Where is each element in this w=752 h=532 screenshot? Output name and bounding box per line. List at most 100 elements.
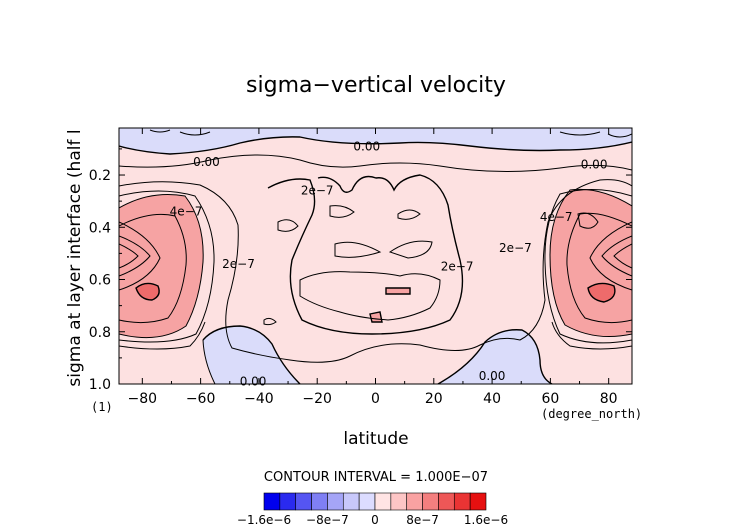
x-tick-label: 80 (600, 391, 618, 407)
contour-label: 2e−7 (441, 259, 474, 273)
positive-lobe-right (550, 189, 632, 337)
contour-line (577, 212, 599, 229)
contour-label: 4e−7 (170, 205, 203, 219)
contour-labels: 0.00 0.00 0.00 2e−7 4e−7 2e−7 2e−7 2e−7 4e−7 0.00… (170, 139, 608, 388)
contour-line (551, 321, 632, 350)
colorbar (263, 492, 487, 511)
x-axis-label: latitude (343, 429, 408, 449)
x-tick-label: −80 (128, 391, 158, 407)
positive-peak-left (136, 283, 160, 300)
contour-line (179, 131, 211, 136)
colorbar-swatch (311, 492, 328, 511)
contour-line (119, 154, 632, 173)
colorbar-swatch (406, 492, 423, 511)
y-tick-label: 0.2 (89, 168, 111, 184)
contour-line (601, 235, 632, 277)
contour-line (334, 241, 382, 258)
contour-line (559, 131, 601, 136)
contour-line (119, 213, 187, 324)
contour-line (119, 179, 632, 363)
colorbar-labels: −1.6e−6 −8e−7 0 8e−7 1.6e−6 (237, 513, 508, 527)
contour-label: 2e−7 (301, 184, 334, 198)
contour-line (385, 287, 411, 295)
contour-interval-label: CONTOUR INTERVAL = 1.000E−07 (264, 470, 488, 485)
contour-line (135, 282, 160, 301)
contour-line (329, 205, 355, 218)
colorbar-tick-label: −8e−7 (306, 513, 349, 527)
colorbar-swatch (422, 492, 439, 511)
chart-title: sigma−vertical velocity (246, 73, 506, 98)
contour-line (119, 194, 204, 339)
contour-line (437, 329, 553, 384)
colorbar-tick-label: 0 (371, 513, 379, 527)
contour-line (544, 188, 632, 344)
plot-area (119, 128, 632, 384)
positive-peak-right (588, 283, 615, 302)
x-tick-label: 40 (483, 391, 501, 407)
contour-line (277, 219, 299, 232)
contour-label: 0.00 (353, 139, 380, 153)
contour-label: 4e−7 (540, 210, 573, 224)
contour-line (388, 240, 433, 259)
positive-lobe-left (119, 194, 204, 338)
x-tick-label: −60 (186, 391, 216, 407)
contour-label: 2e−7 (499, 241, 532, 255)
y-axis-label: sigma at layer interface (half l (65, 129, 85, 386)
contour-line (119, 321, 206, 350)
x-axis-unit: (degree_north) (541, 407, 642, 421)
y-tick-label: 0.4 (89, 220, 111, 236)
contour-line (202, 339, 216, 384)
colorbar-swatch (295, 492, 312, 511)
contour-label: 0.00 (240, 374, 267, 388)
contour-line (119, 243, 139, 269)
x-tick-label: 0 (371, 391, 380, 407)
y-tick-label: 0.6 (89, 273, 111, 289)
colorbar-swatch (438, 492, 455, 511)
positive-spot-center (386, 288, 410, 294)
contour-line (119, 136, 632, 155)
contour-line (119, 190, 215, 343)
contour-label: 0.00 (479, 369, 506, 383)
colorbar-swatch (390, 492, 408, 511)
contour-lines (119, 129, 632, 384)
y-tick-label: 1.0 (89, 377, 111, 393)
colorbar-tick-label: 8e−7 (406, 513, 439, 527)
negative-region-top (119, 128, 632, 154)
negative-region-lower-left (203, 326, 300, 384)
colorbar-tick-label: 1.6e−6 (464, 513, 508, 527)
colorbar-swatch (342, 492, 360, 511)
x-axis: −80 −60 −40 −20 0 20 40 60 80 (128, 128, 618, 407)
x-tick-label: −40 (244, 391, 274, 407)
contour-line (299, 271, 441, 321)
contour-label: 2e−7 (222, 257, 255, 271)
x-tick-label: 60 (541, 391, 559, 407)
x-tick-label: −20 (302, 391, 332, 407)
negative-region-lower-right (438, 329, 552, 384)
colorbar-swatch (358, 492, 376, 511)
colorbar-swatch (327, 492, 344, 511)
contour-line (149, 129, 171, 133)
contour-line (613, 243, 632, 269)
contour-line (263, 317, 277, 326)
contour-line (587, 282, 616, 303)
contour-line (202, 325, 301, 384)
contour-line (369, 311, 383, 323)
y-tick-label: 0.8 (89, 325, 111, 341)
colorbar-tick-label: −1.6e−6 (237, 513, 291, 527)
contour-line (549, 188, 632, 338)
colorbar-swatch (374, 492, 392, 511)
y-axis-unit: (1) (91, 400, 113, 414)
contour-label: 0.00 (581, 158, 608, 172)
contour-label: 0.00 (193, 155, 220, 169)
colorbar-swatch (263, 492, 281, 511)
contour-line (119, 235, 151, 277)
contour-line (397, 209, 421, 220)
colorbar-swatch (469, 492, 487, 511)
contour-line (119, 221, 161, 291)
colorbar-swatch (453, 492, 471, 511)
contour-line (589, 221, 632, 291)
y-axis: 0.2 0.4 0.6 0.8 1.0 (89, 148, 632, 393)
contour-line (607, 133, 632, 138)
contour-line (566, 212, 632, 324)
